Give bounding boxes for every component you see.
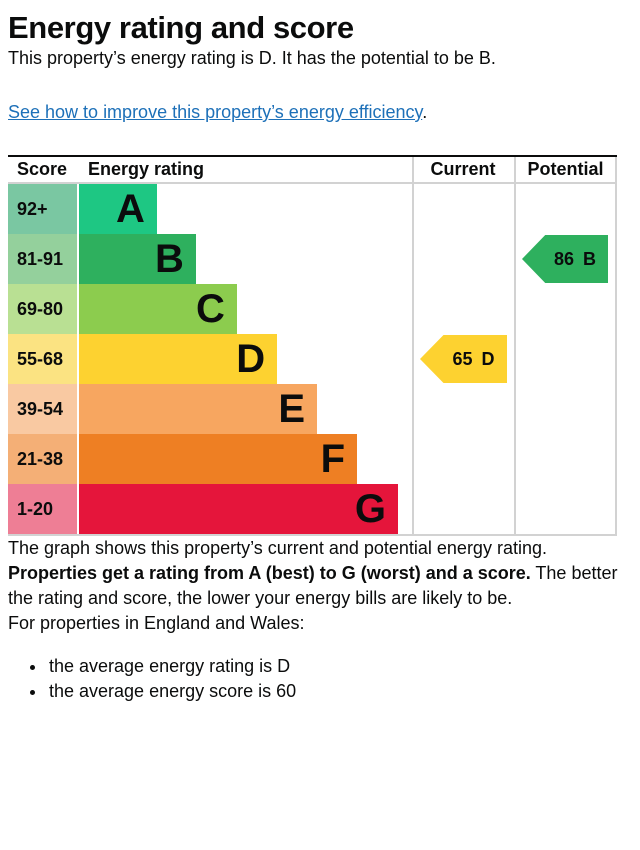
graph-caption: The graph shows this property’s current … [8, 538, 547, 558]
band-bar-area: B [79, 234, 412, 284]
band-letter: F [320, 437, 346, 481]
band-bar-area: G [79, 484, 412, 534]
band-bar-area: F [79, 434, 412, 484]
column-gap [77, 484, 79, 534]
band-row-b: 81-91 B [8, 234, 412, 284]
arrow-score-value: 86 [553, 248, 575, 269]
potential-rating-column: 86 B [514, 157, 617, 534]
header-potential: Potential [527, 159, 604, 179]
average-stats-list: the average energy rating is D the avera… [8, 654, 632, 704]
band-bar-area: D [79, 334, 412, 384]
band-row-f: 21-38 F [8, 434, 412, 484]
score-range-label: 92+ [8, 184, 77, 234]
band-bar-c: C [79, 284, 237, 334]
band-letter: B [154, 237, 184, 281]
arrow-score-value: 65 [452, 348, 473, 369]
score-range-label: 39-54 [8, 384, 77, 434]
band-letter: A [116, 187, 145, 231]
column-gap [77, 184, 79, 234]
arrow-rating-letter: D [481, 348, 495, 369]
band-row-c: 69-80 C [8, 284, 412, 334]
band-row-d: 55-68 D [8, 334, 412, 384]
band-letter: G [354, 487, 386, 531]
explanation-bold: Properties get a rating from A (best) to… [8, 563, 531, 583]
column-gap [77, 434, 79, 484]
current-rating-arrow: 65 D [420, 335, 507, 383]
energy-rating-page: Energy rating and score This property’s … [0, 10, 640, 728]
improve-link-line: See how to improve this property’s energ… [8, 100, 632, 125]
arrow-rating-letter: B [583, 248, 597, 269]
column-gap [77, 384, 79, 434]
explanation-rest: The better the rating and score, the low… [8, 563, 618, 608]
rating-explanation: Properties get a rating from A (best) to… [8, 561, 632, 611]
score-range-label: 81-91 [8, 234, 77, 284]
band-bar-d: D [79, 334, 278, 384]
band-bar-g: G [79, 484, 398, 534]
current-rating-column: 65 D [412, 157, 514, 534]
average-score-item: the average energy score is 60 [47, 679, 632, 704]
average-rating-item: the average energy rating is D [47, 654, 632, 679]
page-title: Energy rating and score [8, 10, 354, 45]
band-letter: D [236, 337, 266, 381]
band-bar-area: A [79, 184, 412, 234]
band-bar-b: B [79, 234, 196, 284]
band-bar-f: F [79, 434, 358, 484]
score-range-label: 21-38 [8, 434, 77, 484]
band-bar-area: E [79, 384, 412, 434]
band-row-g: 1-20 G [8, 484, 412, 534]
band-letter: C [195, 287, 225, 331]
band-row-a: 92+ A [8, 184, 412, 234]
band-bar-a: A [79, 184, 157, 234]
score-range-label: 55-68 [8, 334, 77, 384]
header-score: Score [17, 159, 68, 179]
improve-efficiency-link[interactable]: See how to improve this property’s energ… [8, 102, 423, 122]
link-suffix: . [422, 102, 428, 122]
band-bar-e: E [79, 384, 318, 434]
band-row-e: 39-54 E [8, 384, 412, 434]
rating-bands: 92+ A 81-91 B 69-80 C 55-68 D 39-54 E 21-38 F 1-20 G [8, 184, 412, 534]
band-bar-area: C [79, 284, 412, 334]
band-letter: E [278, 387, 306, 431]
score-range-label: 1-20 [8, 484, 77, 534]
score-range-label: 69-80 [8, 284, 77, 334]
header-energy-rating: Energy rating [88, 159, 205, 179]
intro-text: This property’s energy rating is D. It h… [8, 48, 496, 68]
column-gap [77, 284, 79, 334]
region-heading: For properties in England and Wales: [8, 613, 305, 633]
potential-rating-arrow: 86 B [522, 235, 608, 283]
header-current: Current [430, 159, 496, 179]
column-gap [77, 234, 79, 284]
column-gap [77, 334, 79, 384]
chart-header-row: Score Energy rating Current Potential [8, 157, 617, 184]
energy-rating-chart: Score Energy rating Current Potential 92… [8, 155, 617, 536]
